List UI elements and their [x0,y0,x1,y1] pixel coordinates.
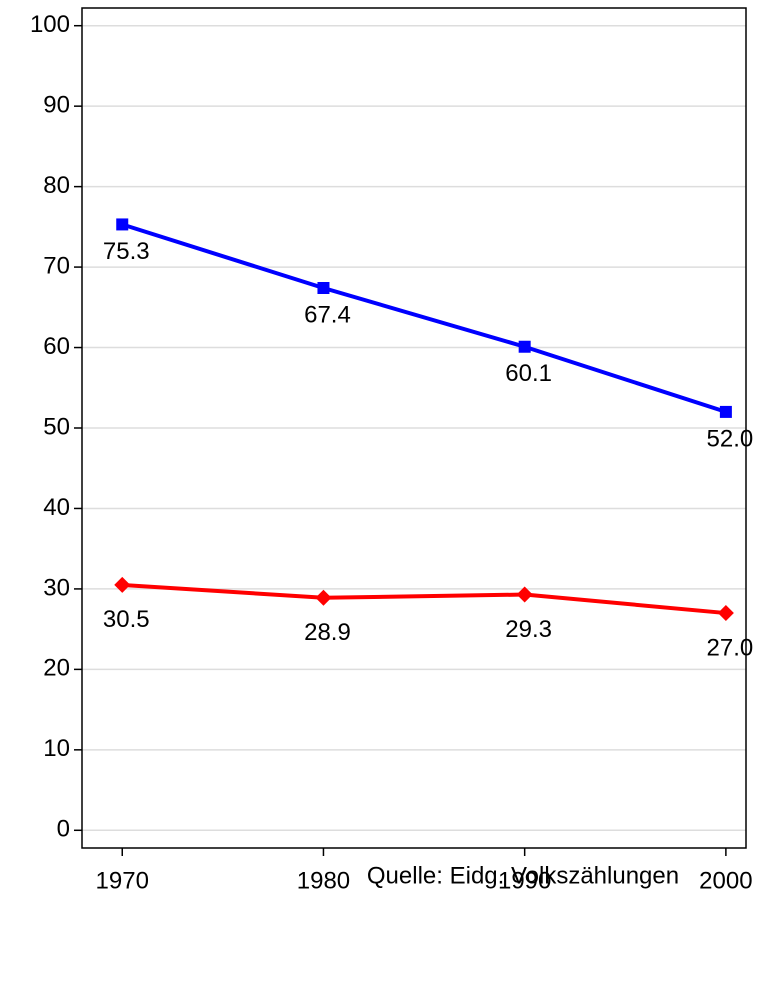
marker [516,586,533,603]
y-tick-label: 70 [43,252,70,279]
y-tick-label: 90 [43,92,70,119]
data-label: 30.5 [103,606,150,633]
y-tick-label: 40 [43,494,70,521]
series-line [122,582,727,616]
data-label: 60.1 [505,360,552,387]
y-tick-label: 10 [43,735,70,762]
marker [317,282,330,294]
series-line [121,222,727,414]
y-tick-label: 50 [43,413,70,440]
data-label: 75.3 [103,238,150,265]
data-label: 27.0 [707,634,754,661]
marker [717,605,734,622]
marker [116,218,129,231]
plot-frame [81,7,747,849]
marker [315,589,332,606]
grid [82,24,746,832]
marker [719,405,732,418]
x-tick-label: 1970 [96,867,149,894]
y-tick-label: 80 [43,172,70,199]
marker [518,340,531,353]
data-label: 29.3 [505,616,552,643]
marker [114,576,131,593]
x-tick-label: 1990 [498,867,551,894]
y-tick-label: 30 [43,574,70,601]
y-tick-label: 0 [57,816,70,843]
y-tick-label: 20 [43,655,70,682]
x-tick-label: 2000 [699,867,752,894]
y-tick-label: 100 [30,11,70,38]
data-label: 28.9 [304,619,351,646]
x-tick-label: 1980 [297,867,350,894]
data-label: 52.0 [707,425,754,452]
y-tick-label: 60 [43,333,70,360]
data-label: 67.4 [304,301,351,328]
annotation: Quelle: Eidg. Volkszählungen [367,862,679,889]
